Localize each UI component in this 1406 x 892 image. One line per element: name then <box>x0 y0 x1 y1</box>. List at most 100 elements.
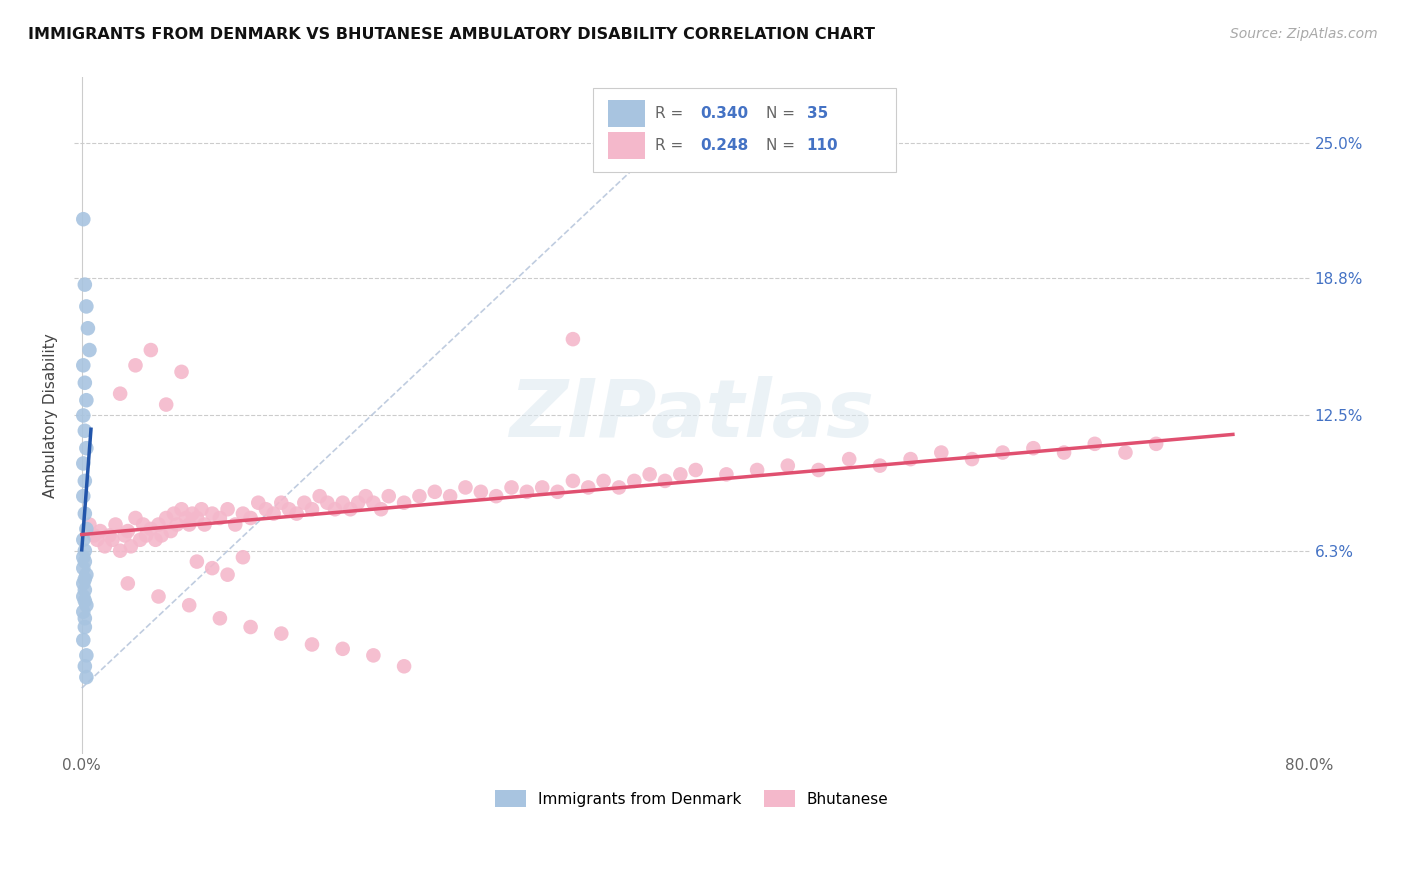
Point <box>114 528 136 542</box>
Point <box>75 567 97 582</box>
Point <box>75 598 97 612</box>
Point <box>150 528 173 542</box>
Point <box>72 576 94 591</box>
Text: 110: 110 <box>807 137 838 153</box>
Point <box>838 452 860 467</box>
Point <box>869 458 891 473</box>
Point <box>278 502 301 516</box>
Point <box>132 517 155 532</box>
Point <box>285 507 308 521</box>
Point <box>72 359 94 373</box>
Point <box>77 321 100 335</box>
Point <box>124 511 146 525</box>
Text: 35: 35 <box>807 106 828 120</box>
Point <box>75 393 97 408</box>
Point <box>363 648 385 663</box>
Point <box>501 480 523 494</box>
Point <box>73 594 96 608</box>
Point <box>101 533 124 547</box>
Point <box>73 507 96 521</box>
Y-axis label: Ambulatory Disability: Ambulatory Disability <box>44 333 58 498</box>
Point <box>193 517 215 532</box>
Point <box>72 561 94 575</box>
Point <box>807 463 830 477</box>
Point <box>638 467 661 482</box>
Point <box>408 489 430 503</box>
Point <box>179 598 201 612</box>
Point <box>669 467 692 482</box>
Point <box>75 522 97 536</box>
Point <box>73 277 96 292</box>
Point <box>83 528 105 542</box>
Point <box>72 633 94 648</box>
Point <box>1022 441 1045 455</box>
Point <box>301 638 323 652</box>
Point <box>186 555 208 569</box>
Point <box>392 496 415 510</box>
Point <box>531 480 554 494</box>
Point <box>224 517 246 532</box>
Point <box>73 582 96 597</box>
Point <box>960 452 983 467</box>
Point <box>232 550 254 565</box>
Point <box>561 474 583 488</box>
Point <box>201 561 224 575</box>
Point <box>270 626 292 640</box>
Text: R =: R = <box>655 137 688 153</box>
Point <box>94 539 117 553</box>
Point <box>363 496 385 510</box>
Point <box>1144 437 1167 451</box>
Point <box>270 496 292 510</box>
Point <box>423 484 446 499</box>
Text: N =: N = <box>766 106 800 120</box>
Point <box>73 543 96 558</box>
Point <box>72 457 94 471</box>
Point <box>75 300 97 314</box>
Point <box>332 641 354 656</box>
Point <box>72 409 94 423</box>
Point <box>72 550 94 565</box>
Point <box>73 424 96 438</box>
Point <box>190 502 212 516</box>
Point <box>98 528 121 542</box>
Point <box>186 511 208 525</box>
Point <box>239 620 262 634</box>
Point <box>745 463 768 477</box>
Point <box>72 533 94 547</box>
Point <box>159 524 181 538</box>
Point <box>354 489 377 503</box>
Point <box>339 502 361 516</box>
Point <box>72 489 94 503</box>
Text: 0.340: 0.340 <box>700 106 748 120</box>
Point <box>607 480 630 494</box>
Point <box>561 332 583 346</box>
Point <box>155 511 177 525</box>
Point <box>179 517 201 532</box>
Point <box>301 502 323 516</box>
Point <box>1084 437 1107 451</box>
Point <box>929 445 952 459</box>
FancyBboxPatch shape <box>607 132 645 160</box>
Text: ZIPatlas: ZIPatlas <box>509 376 875 455</box>
Point <box>166 517 188 532</box>
Point <box>292 496 315 510</box>
Point <box>485 489 508 503</box>
Point <box>73 572 96 586</box>
Point <box>75 648 97 663</box>
Point <box>75 441 97 455</box>
Text: R =: R = <box>655 106 688 120</box>
Point <box>73 376 96 390</box>
Point <box>129 533 152 547</box>
Point <box>316 496 339 510</box>
Point <box>104 517 127 532</box>
Point <box>181 507 204 521</box>
Text: IMMIGRANTS FROM DENMARK VS BHUTANESE AMBULATORY DISABILITY CORRELATION CHART: IMMIGRANTS FROM DENMARK VS BHUTANESE AMB… <box>28 27 875 42</box>
Point <box>89 524 111 538</box>
Point <box>148 590 170 604</box>
Point <box>1053 445 1076 459</box>
Point <box>232 507 254 521</box>
Point <box>900 452 922 467</box>
Point <box>392 659 415 673</box>
Point <box>72 605 94 619</box>
Point <box>685 463 707 477</box>
